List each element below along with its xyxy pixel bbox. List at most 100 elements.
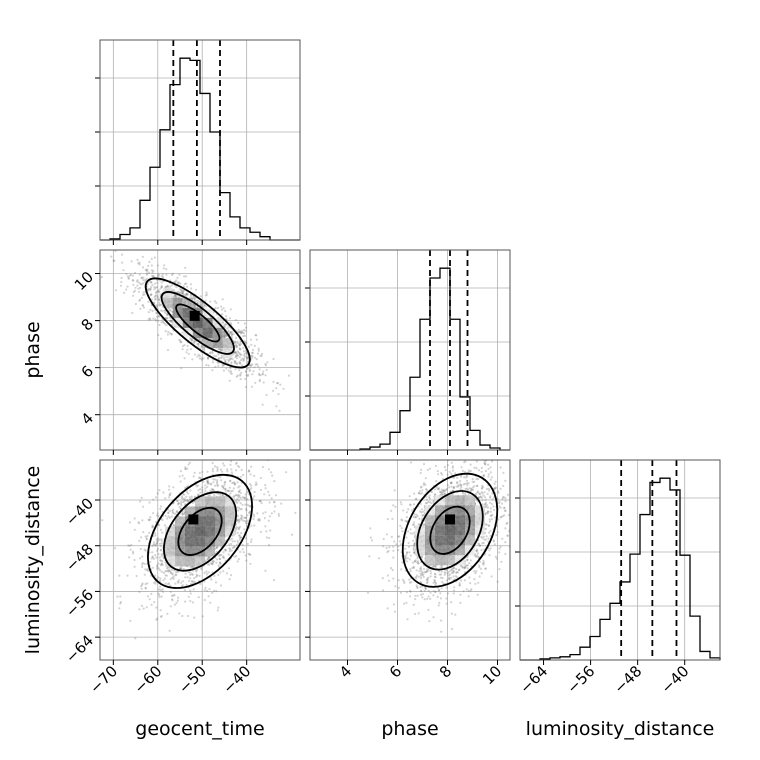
sample-point bbox=[415, 574, 419, 577]
sample-point bbox=[146, 595, 150, 598]
sample-point bbox=[420, 589, 423, 593]
sample-point bbox=[140, 496, 143, 499]
sample-point bbox=[419, 572, 422, 575]
sample-point bbox=[162, 579, 165, 582]
sample-point bbox=[150, 557, 153, 560]
sample-point bbox=[197, 353, 200, 356]
sample-point bbox=[463, 461, 466, 464]
sample-point bbox=[239, 491, 243, 495]
sample-point bbox=[489, 534, 492, 537]
sample-point bbox=[158, 556, 161, 559]
sample-point bbox=[144, 268, 147, 271]
sample-point bbox=[450, 569, 453, 572]
sample-point bbox=[179, 567, 182, 570]
contour-line bbox=[177, 506, 223, 556]
sample-point bbox=[418, 517, 421, 521]
sample-point bbox=[237, 321, 240, 324]
sample-point bbox=[170, 320, 173, 323]
sample-point bbox=[158, 298, 161, 301]
sample-point bbox=[218, 554, 221, 557]
sample-point bbox=[220, 308, 224, 311]
sample-point bbox=[141, 304, 144, 307]
sample-point bbox=[112, 259, 115, 262]
sample-point bbox=[432, 616, 435, 619]
sample-point bbox=[204, 451, 206, 453]
sample-point bbox=[221, 470, 224, 473]
sample-point bbox=[158, 290, 161, 293]
density-cell bbox=[192, 317, 203, 328]
sample-point bbox=[244, 493, 247, 496]
sample-point bbox=[159, 559, 162, 562]
sample-point bbox=[458, 445, 460, 447]
sample-point bbox=[189, 283, 193, 286]
sample-point bbox=[169, 605, 172, 608]
sample-point bbox=[233, 483, 237, 486]
sample-point bbox=[468, 562, 471, 565]
sample-point bbox=[476, 548, 479, 551]
sample-point bbox=[450, 481, 453, 484]
sample-point bbox=[217, 606, 220, 609]
sample-point bbox=[434, 573, 437, 576]
sample-point bbox=[452, 476, 455, 479]
sample-point bbox=[487, 473, 490, 476]
sample-point bbox=[214, 306, 217, 309]
sample-point bbox=[186, 467, 189, 470]
sample-point bbox=[191, 358, 194, 361]
sample-point bbox=[157, 553, 160, 556]
sample-point bbox=[151, 525, 155, 528]
sample-point bbox=[168, 488, 171, 491]
sample-point bbox=[427, 595, 430, 598]
sample-point bbox=[191, 580, 194, 583]
sample-point bbox=[152, 275, 155, 278]
sample-point bbox=[235, 519, 239, 523]
sample-point bbox=[503, 514, 506, 517]
sample-point bbox=[246, 357, 249, 360]
sample-point bbox=[197, 337, 201, 340]
sample-point bbox=[163, 311, 167, 314]
sample-point bbox=[459, 488, 462, 491]
sample-point bbox=[193, 304, 196, 307]
sample-point bbox=[504, 552, 507, 556]
sample-point bbox=[420, 485, 423, 488]
sample-point bbox=[463, 470, 466, 473]
sample-point bbox=[243, 520, 247, 523]
sample-point bbox=[244, 507, 248, 511]
sample-point bbox=[412, 547, 415, 550]
sample-point bbox=[420, 508, 423, 511]
sample-point bbox=[157, 299, 160, 302]
sample-point bbox=[236, 354, 239, 357]
sample-point bbox=[445, 579, 449, 582]
sample-point bbox=[399, 591, 402, 594]
sample-point bbox=[251, 348, 255, 352]
sample-point bbox=[401, 530, 404, 533]
sample-point bbox=[455, 571, 458, 574]
sample-point bbox=[150, 264, 153, 267]
density-cell bbox=[205, 536, 215, 547]
sample-point bbox=[237, 351, 240, 354]
sample-point bbox=[206, 480, 209, 484]
sample-point bbox=[199, 302, 203, 305]
sample-point bbox=[244, 329, 247, 332]
sample-point bbox=[236, 539, 239, 543]
sample-point bbox=[220, 553, 223, 557]
sample-point bbox=[489, 466, 492, 469]
sample-point bbox=[412, 503, 415, 506]
sample-point bbox=[199, 488, 202, 491]
sample-point bbox=[418, 491, 421, 495]
sample-point bbox=[222, 335, 225, 338]
sample-point bbox=[229, 371, 232, 374]
sample-point bbox=[456, 576, 459, 579]
density-cell bbox=[225, 496, 235, 507]
sample-point bbox=[185, 495, 188, 498]
sample-point bbox=[216, 484, 219, 487]
sample-point bbox=[228, 379, 231, 382]
sample-point bbox=[119, 602, 122, 605]
sample-point bbox=[228, 489, 231, 492]
sample-point bbox=[236, 481, 239, 484]
sample-point bbox=[141, 555, 144, 558]
sample-point bbox=[161, 588, 164, 591]
sample-point bbox=[252, 370, 255, 373]
sample-point bbox=[237, 457, 239, 459]
density-cell bbox=[185, 506, 195, 517]
sample-point bbox=[486, 492, 489, 495]
